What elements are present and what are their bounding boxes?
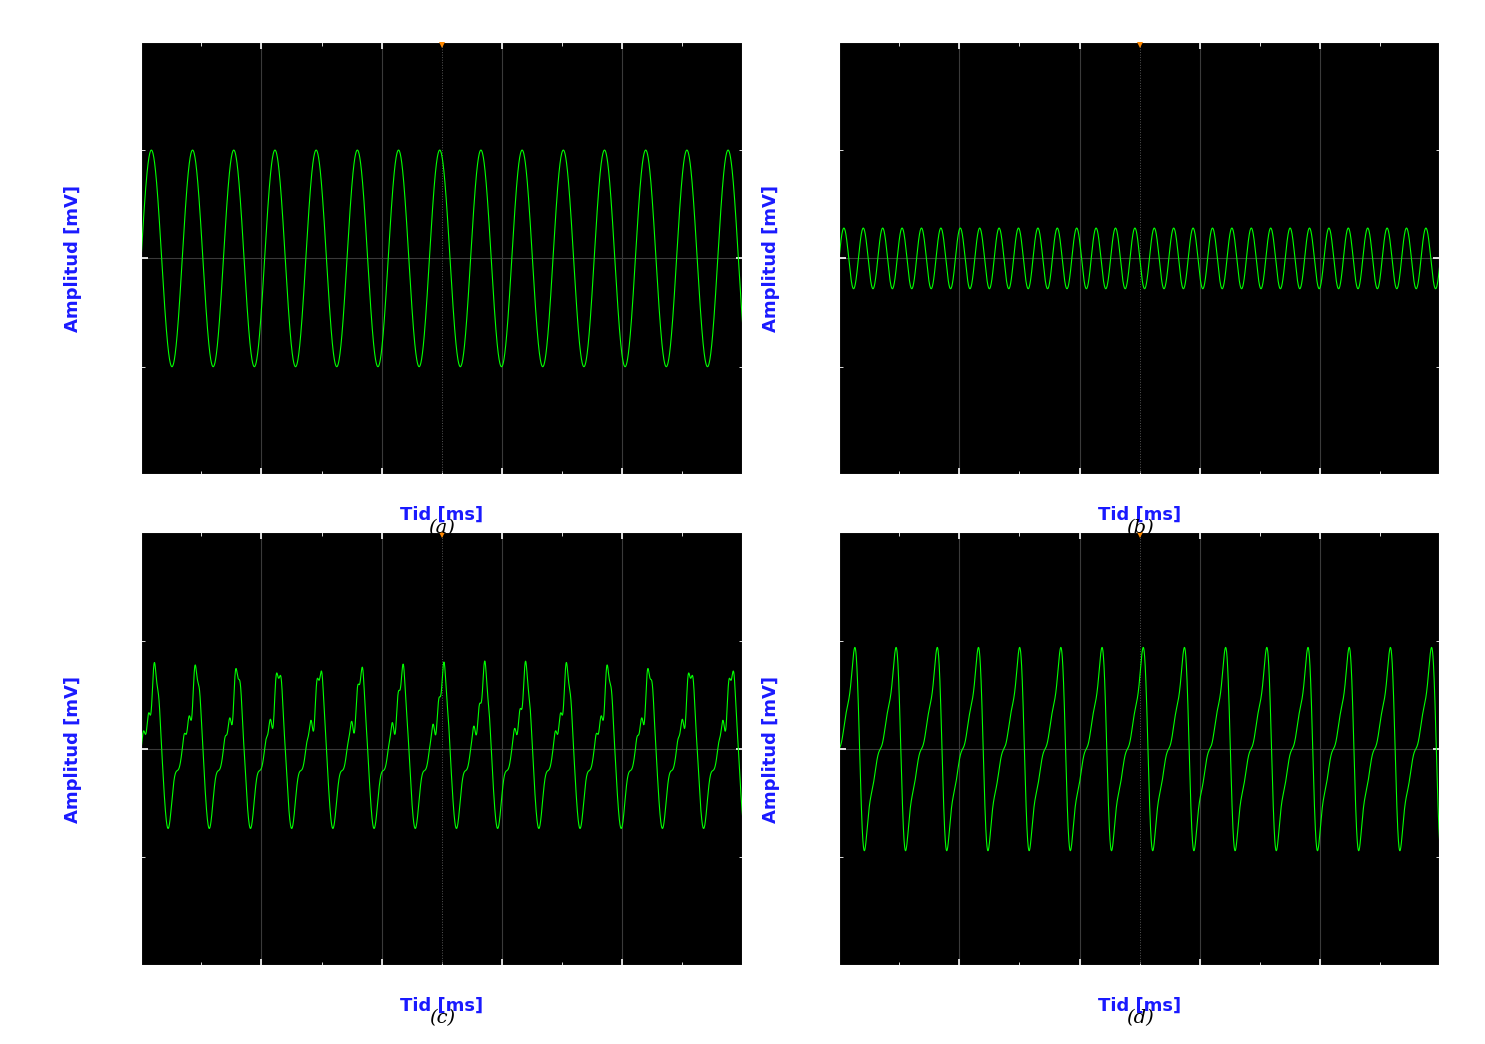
X-axis label: Tid [ms]: Tid [ms] (401, 506, 483, 524)
Text: (d): (d) (1126, 1010, 1154, 1027)
Text: (b): (b) (1126, 519, 1154, 537)
Y-axis label: Amplitud [mV]: Amplitud [mV] (64, 675, 82, 823)
Y-axis label: Amplitud [mV]: Amplitud [mV] (64, 185, 82, 332)
X-axis label: Tid [ms]: Tid [ms] (1099, 997, 1181, 1015)
Y-axis label: Amplitud [mV]: Amplitud [mV] (762, 675, 780, 823)
Y-axis label: Amplitud [mV]: Amplitud [mV] (762, 185, 780, 332)
X-axis label: Tid [ms]: Tid [ms] (401, 997, 483, 1015)
Text: (c): (c) (429, 1010, 454, 1027)
Text: (a): (a) (428, 519, 456, 537)
X-axis label: Tid [ms]: Tid [ms] (1099, 506, 1181, 524)
